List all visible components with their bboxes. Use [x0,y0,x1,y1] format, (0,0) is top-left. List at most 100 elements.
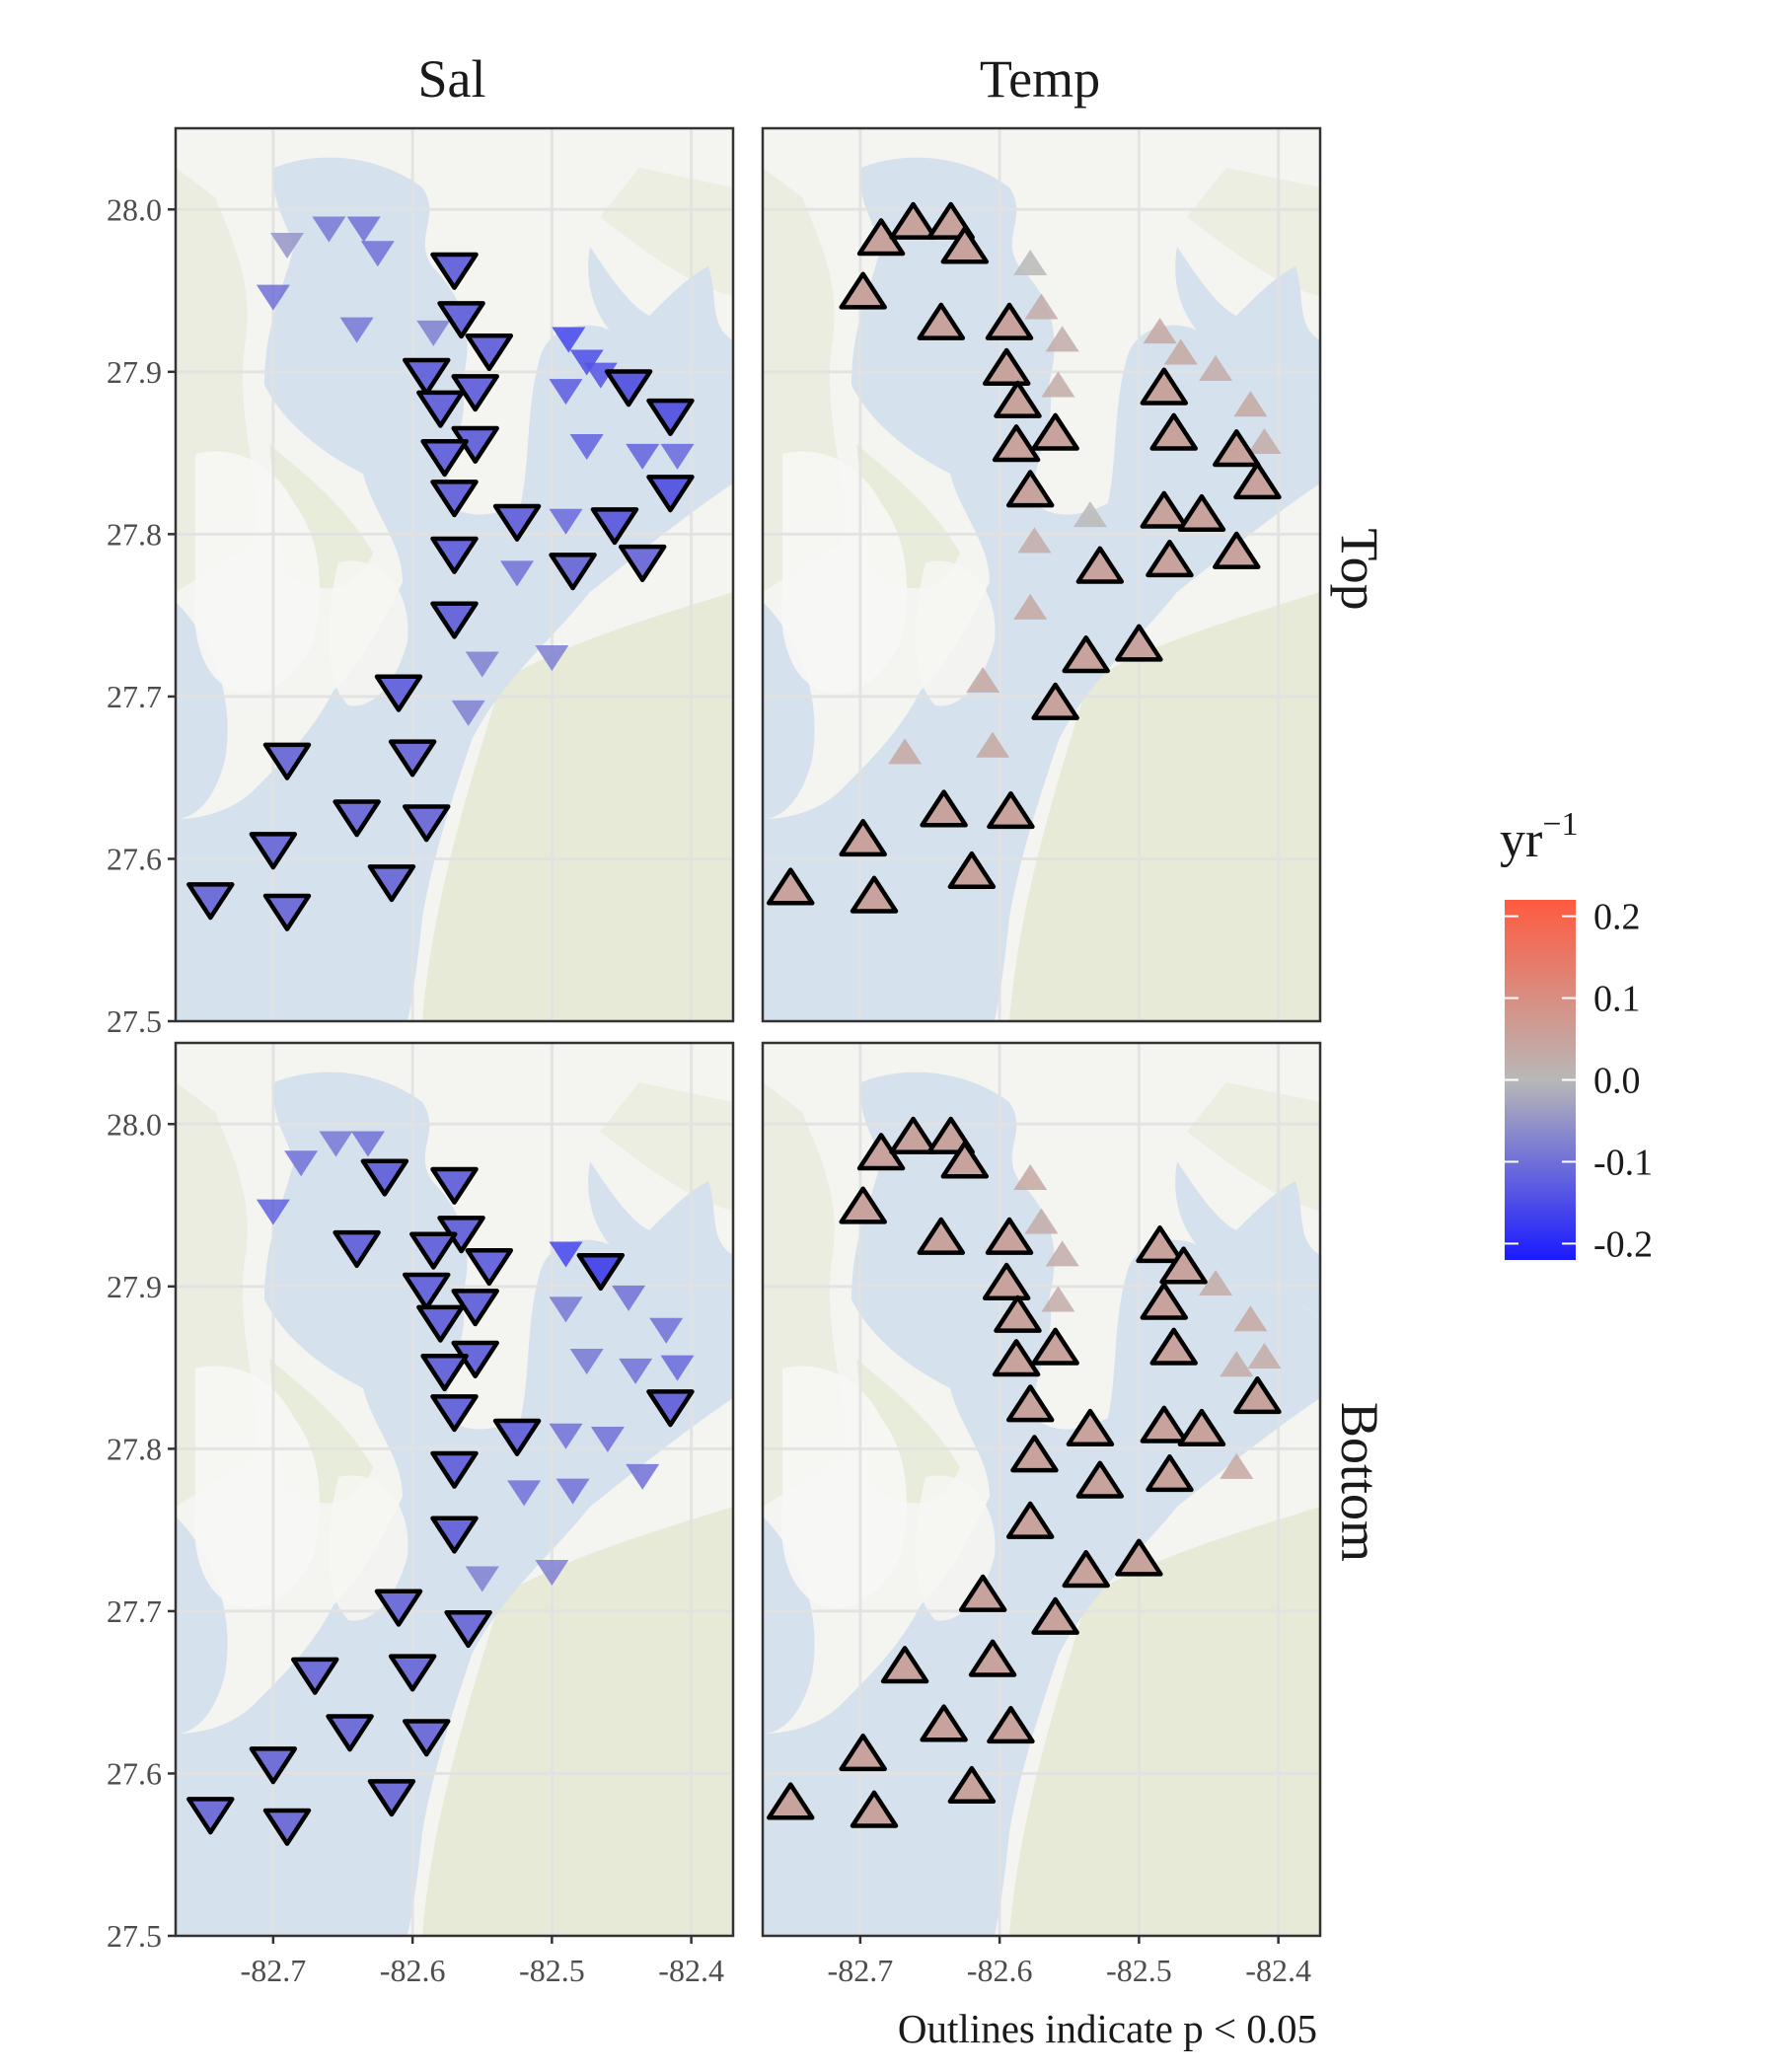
trend-marker [339,317,374,343]
trend-marker-significant [917,302,966,340]
points-temp-top [767,201,1282,914]
trend-marker [549,1241,583,1268]
trend-marker [549,508,583,535]
trend-marker-significant [590,507,639,546]
trend-marker [1233,1305,1268,1332]
y-tick-label: 27.6 [107,1755,162,1791]
trend-marker-significant [262,742,312,780]
trend-marker [1045,1240,1079,1267]
trend-marker-significant [1149,1327,1198,1366]
trend-marker-significant [420,438,469,478]
legend-tick-label: 0.2 [1593,897,1641,938]
trend-marker-significant [982,1262,1031,1300]
y-axis-sal-top: 27.5 27.6 27.7 27.8 27.9 28.0 [107,191,176,1039]
trend-marker-significant [646,1389,695,1428]
color-legend: yr−1 0.2 0.1 0.0 -0.1 -0.2 [1500,806,1653,1265]
trend-marker-significant [982,347,1031,386]
trend-marker-significant [985,302,1034,340]
trend-marker-significant [1062,635,1110,674]
trend-marker [1045,326,1079,352]
trend-marker [350,1131,385,1157]
gridlines-sal-top [176,128,733,1021]
trend-marker-significant [360,1158,409,1197]
trend-marker-significant [451,374,499,412]
legend-ticks: 0.2 0.1 0.0 -0.1 -0.2 [1505,897,1653,1265]
trend-marker [1041,1286,1075,1312]
trend-marker-significant [186,882,235,921]
trend-marker-significant [409,1231,458,1270]
trend-marker-significant [403,1719,451,1757]
trend-marker-significant [430,536,479,574]
trend-marker-significant [1149,412,1198,451]
x-tick-label: -82.4 [658,1953,724,1988]
x-tick-label: -82.6 [380,1953,446,1988]
trend-marker-significant [249,1746,298,1785]
y-tick-label: 27.7 [107,679,162,714]
legend-title: yr−1 [1500,806,1579,868]
trend-marker-significant [576,1252,626,1292]
trend-marker-significant [1146,1453,1194,1493]
axes-layer: 27.5 27.6 27.7 27.8 27.9 28.0 27.5 27.6 27.7 27.8… [107,191,1311,1988]
trend-marker [1247,1343,1282,1369]
trend-marker-significant [333,799,381,838]
trend-marker-significant [1115,624,1163,662]
trend-marker-significant [388,739,437,777]
trend-marker [549,1296,583,1323]
trend-marker-significant [430,1166,479,1205]
trend-marker [976,731,1010,758]
trend-marker-significant [262,1808,312,1846]
x-tick-label: -82.6 [967,1953,1033,1988]
trend-marker [1220,1351,1254,1377]
trend-marker-significant [1031,1596,1079,1635]
trend-marker-significant [926,1116,975,1154]
x-axis-sal-bottom: -82.7 -82.6 -82.5 -82.4 [241,1936,724,1988]
trend-marker-significant [958,1574,1007,1612]
trend-marker-significant [492,503,542,542]
trend-marker [284,1150,319,1177]
gridlines-temp-top [763,128,1320,1021]
panel-frames [174,126,1322,1938]
y-tick-label: 27.9 [107,354,162,390]
trend-marker-significant [839,271,887,310]
trend-marker-significant [186,1797,235,1835]
trend-marker-significant [994,380,1042,418]
y-tick-label: 27.5 [107,1918,162,1954]
trend-marker [660,443,695,470]
gridlines-sal-bottom [176,1043,733,1936]
points-sal-top [186,216,695,931]
grid-layer [176,128,1320,1936]
x-tick-label: -82.5 [1106,1953,1172,1988]
trend-marker-significant [920,1704,968,1742]
trend-marker-significant [430,252,479,290]
trend-marker [1163,338,1198,365]
trend-marker [465,1566,499,1592]
trend-marker-significant [403,357,451,396]
trend-marker [1024,293,1059,320]
x-tick-label: -82.7 [241,1953,307,1988]
trend-marker [319,1131,353,1157]
y-tick-label: 27.7 [107,1593,162,1629]
trend-marker-significant [1031,1327,1079,1366]
trend-marker-significant [403,1272,451,1310]
trend-marker-significant [987,790,1035,830]
trend-marker-significant [465,333,514,372]
trend-marker-significant [549,553,597,591]
trend-marker-significant [333,1229,381,1269]
trend-marker-significant [374,674,423,712]
trend-marker-significant [1140,490,1189,529]
trend-marker-significant [646,398,695,436]
trend-marker [612,1285,646,1311]
trend-marker [1247,428,1282,455]
trend-marker-significant [437,301,485,339]
trend-marker-significant [367,864,416,903]
trend-marker [966,666,1000,693]
trend-marker-significant [1140,1405,1189,1443]
trend-marker-significant [1005,1384,1055,1423]
trend-marker [583,362,618,389]
panel-frame-sal-top [174,126,735,1023]
trend-marker [660,1355,695,1381]
trend-marker-significant [1136,1224,1184,1264]
trend-marker [500,560,535,587]
trend-marker [256,284,290,311]
